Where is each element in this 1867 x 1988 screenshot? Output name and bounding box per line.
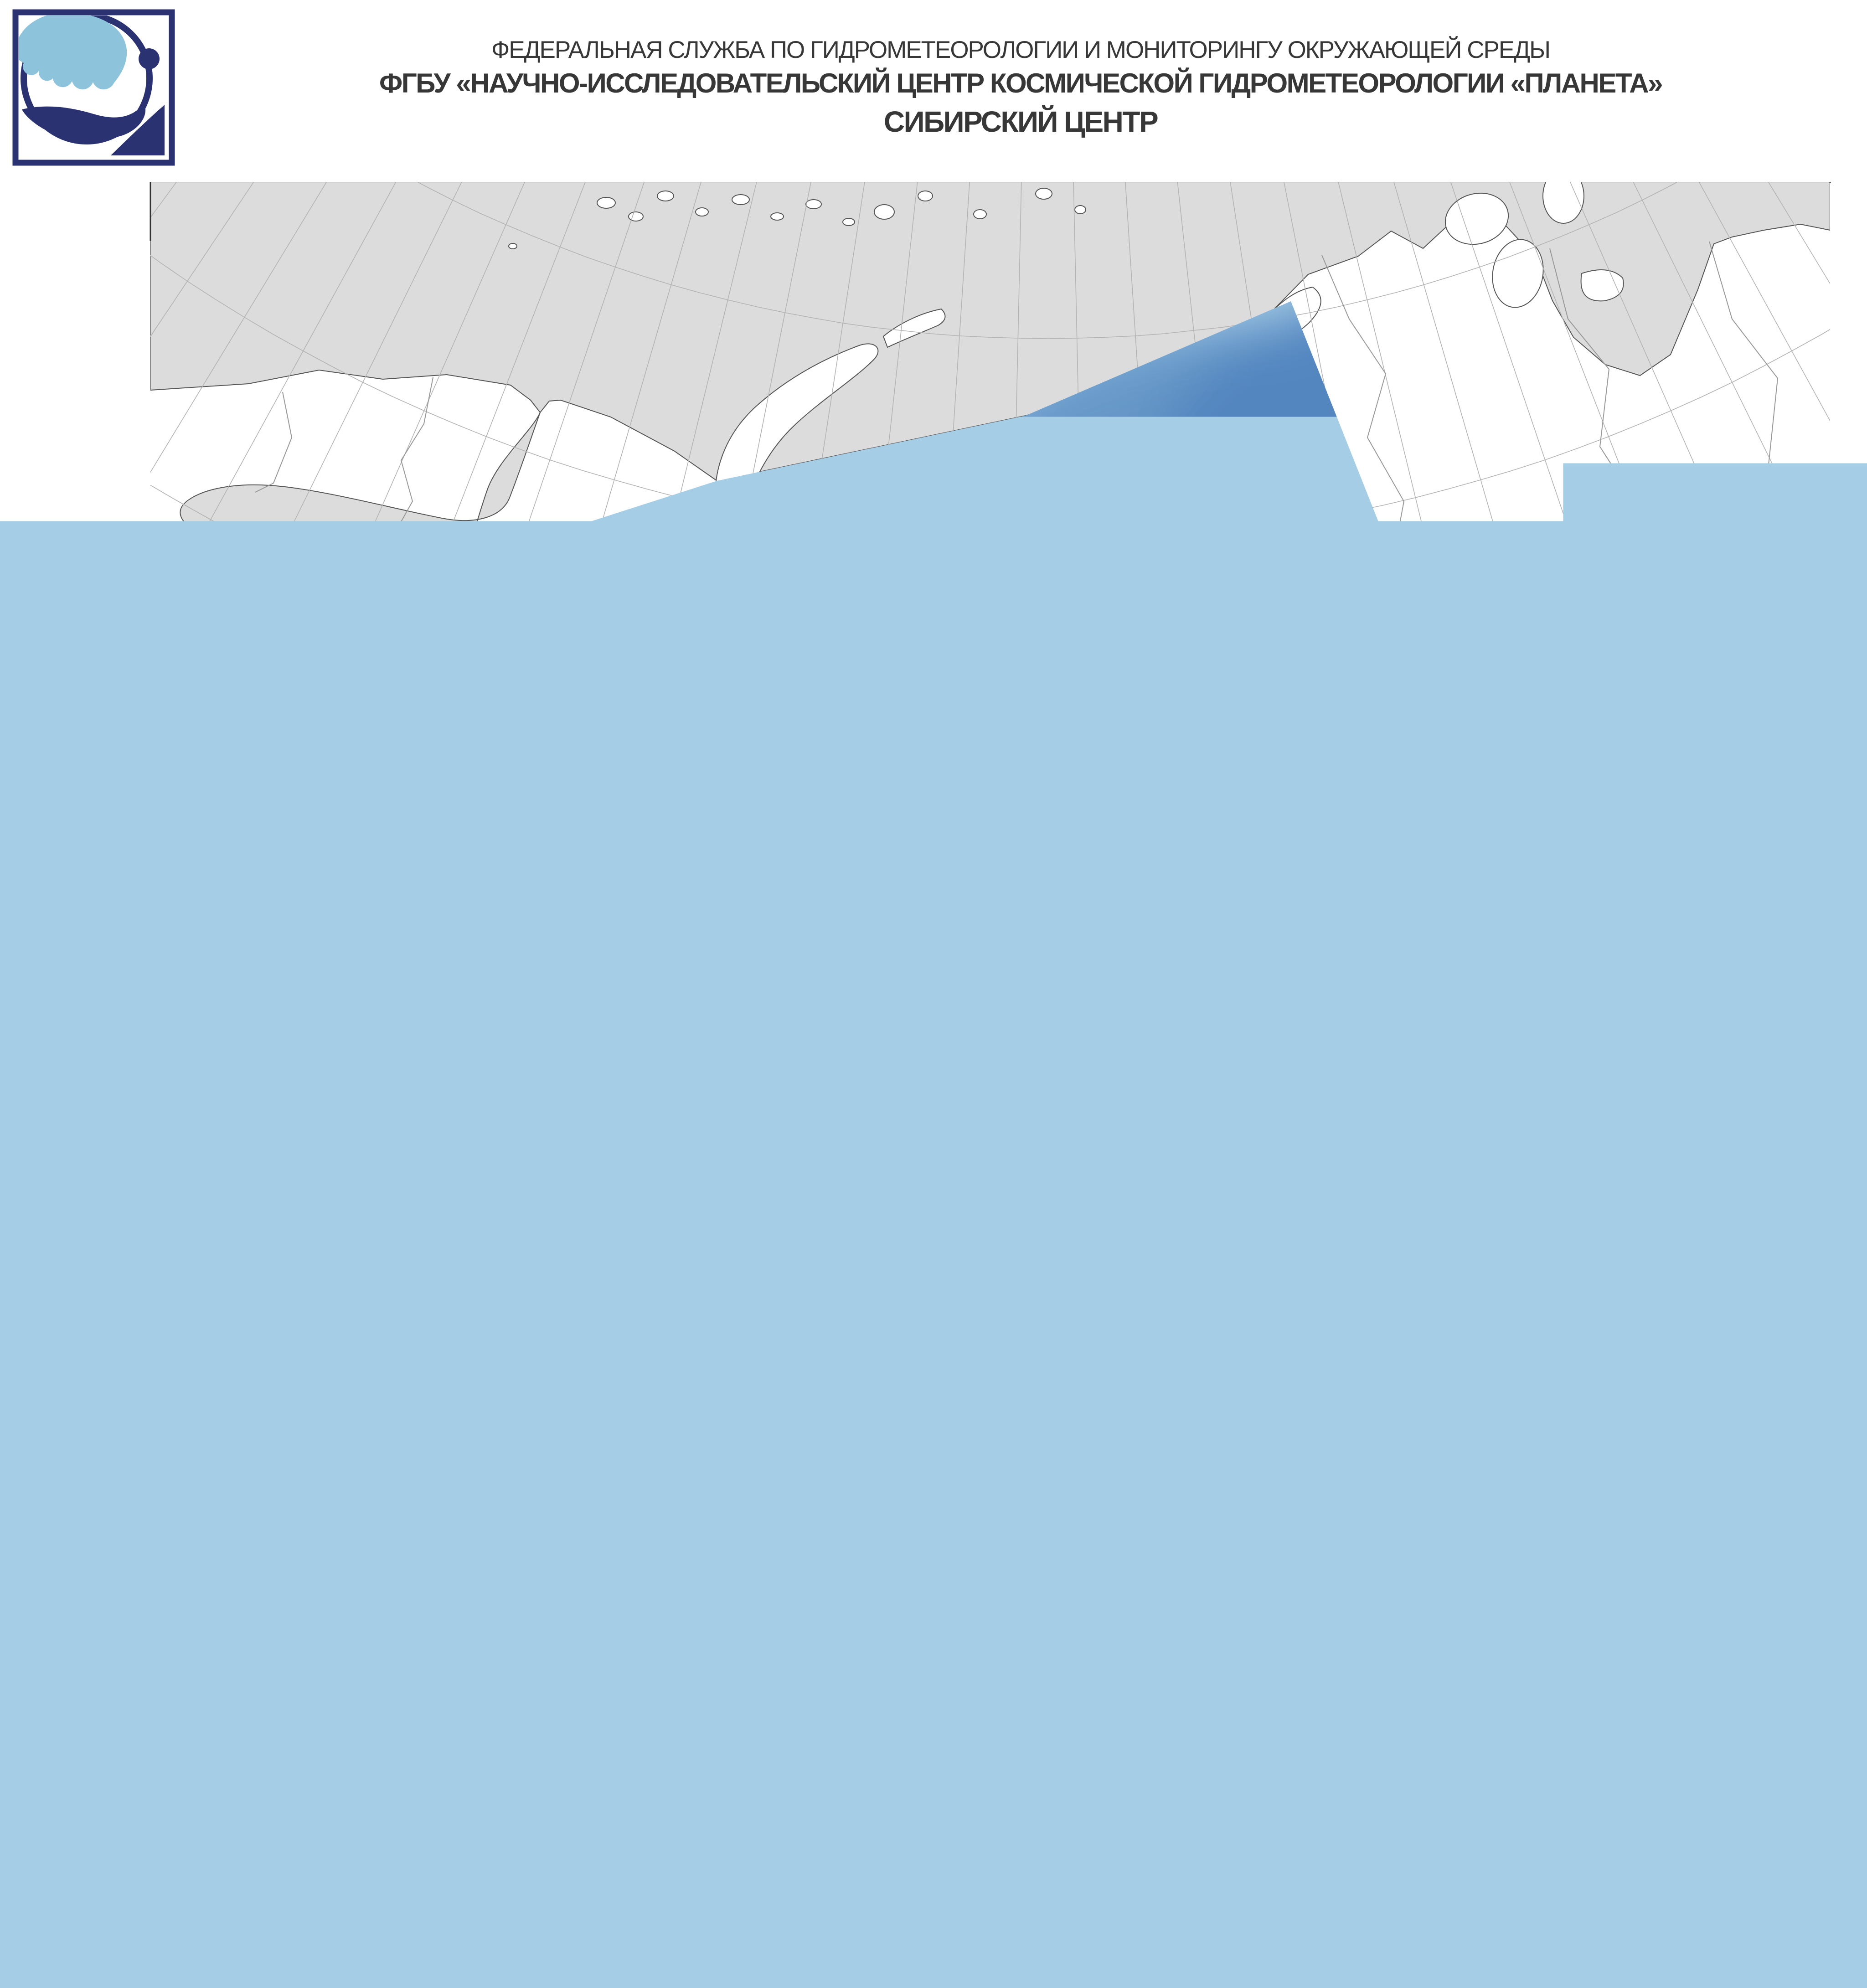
svg-text:Урумчи: Урумчи (1144, 1267, 1218, 1293)
svg-text:Поле геопотенциала на уровне 5: Поле геопотенциала на уровне 500 гПа, гп… (450, 1660, 1551, 1706)
svg-text:Москва: Москва (390, 798, 464, 823)
svg-text:545: 545 (1412, 1778, 1454, 1807)
svg-text:Хатанга: Хатанга (1215, 467, 1293, 492)
svg-text:Игарка: Игарка (1076, 621, 1145, 646)
svg-text:60°E: 60°E (515, 1571, 575, 1602)
svg-text:Сивас: Сивас (165, 1161, 223, 1187)
svg-text:105°E: 105°E (1513, 1571, 1588, 1602)
svg-text:-2015: -2015 (1788, 1947, 1817, 1960)
svg-text:35°N: 35°N (44, 1288, 105, 1319)
svg-text:532: 532 (790, 1062, 825, 1087)
svg-text:75°E: 75°E (852, 1571, 912, 1602)
svg-text:Сабетта: Сабетта (921, 514, 998, 539)
svg-text:Пекин: Пекин (1719, 1220, 1781, 1245)
svg-text:ИСО: ИСО (1792, 1921, 1817, 1933)
svg-text:55°N: 55°N (44, 660, 105, 691)
svg-text:544: 544 (1041, 1397, 1078, 1424)
svg-text:Красноярск: Красноярск (1187, 957, 1300, 982)
svg-text:Душанбе: Душанбе (768, 1397, 856, 1422)
svg-text:30°N: 30°N (44, 1422, 105, 1452)
svg-text:Курган: Курган (780, 942, 848, 967)
svg-text:50°N: 50°N (44, 834, 105, 865)
svg-text:Воронеж: Воронеж (355, 901, 443, 926)
svg-text:П.Тунгуска: П.Тунгуска (1131, 790, 1242, 815)
svg-text:553: 553 (1619, 1778, 1662, 1807)
svg-text:516: 516 (1295, 613, 1331, 640)
svg-text:Иркутск: Иркутск (1397, 1022, 1479, 1047)
svg-text:Улан-Батор: Улан-Батор (1466, 1089, 1576, 1114)
svg-text:Абакан: Абакан (1178, 1004, 1248, 1029)
svg-text:65°N: 65°N (44, 241, 105, 271)
svg-text:538: 538 (1201, 1778, 1243, 1807)
svg-text:Норильск: Норильск (1177, 572, 1272, 597)
svg-text:516: 516 (577, 1778, 619, 1807)
svg-text:Бишкек: Бишкек (895, 1296, 970, 1322)
svg-text:Чимбай: Чимбай (589, 1251, 664, 1276)
svg-text:Архангельск: Архангельск (537, 602, 660, 627)
svg-text:С.Енисейск: С.Енисейск (1176, 817, 1289, 842)
svg-text:9001: 9001 (1790, 1934, 1816, 1947)
svg-text:Тегеран: Тегеран (394, 1383, 470, 1408)
svg-text:40°N: 40°N (44, 1145, 105, 1175)
svg-text:Ашхабад: Ашхабад (553, 1370, 641, 1396)
svg-text:Усть-Илимск: Усть-Илимск (1332, 858, 1460, 883)
svg-text:509: 509 (369, 1778, 411, 1807)
svg-text:Ростов-на-Дону: Ростов-на-Дону (306, 1011, 460, 1036)
svg-text:Омск: Омск (902, 975, 954, 1000)
svg-text:Новосибирск: Новосибирск (1045, 978, 1175, 1003)
svg-text:544: 544 (795, 1329, 830, 1354)
svg-text:528: 528 (793, 996, 828, 1021)
svg-text:Диксон: Диксон (1002, 446, 1074, 471)
svg-text:Казань: Казань (543, 870, 609, 896)
svg-text:Кызыл: Кызыл (1237, 1049, 1303, 1074)
svg-text:Туруханск: Туруханск (1092, 675, 1194, 700)
svg-text:Ванавара: Ванавара (1309, 790, 1399, 815)
svg-text:Екатеринбург: Екатеринбург (716, 895, 849, 920)
svg-text:45°N: 45°N (44, 991, 105, 1022)
svg-text:524: 524 (784, 1778, 827, 1807)
svg-text:90°E: 90°E (1183, 1571, 1243, 1602)
svg-text:60°N: 60°N (44, 470, 105, 501)
svg-text:Астана: Астана (868, 1073, 937, 1098)
svg-text:502: 502 (159, 1778, 201, 1807)
svg-text:Сыктывкар: Сыктывкар (622, 727, 732, 752)
svg-text:531: 531 (993, 1778, 1035, 1807)
svg-text:45°E: 45°E (148, 1571, 208, 1602)
svg-text:Чита: Чита (1531, 949, 1578, 974)
svg-text:Атырау: Атырау (502, 1100, 574, 1125)
svg-text:Ставрополь: Ставрополь (318, 1082, 432, 1107)
